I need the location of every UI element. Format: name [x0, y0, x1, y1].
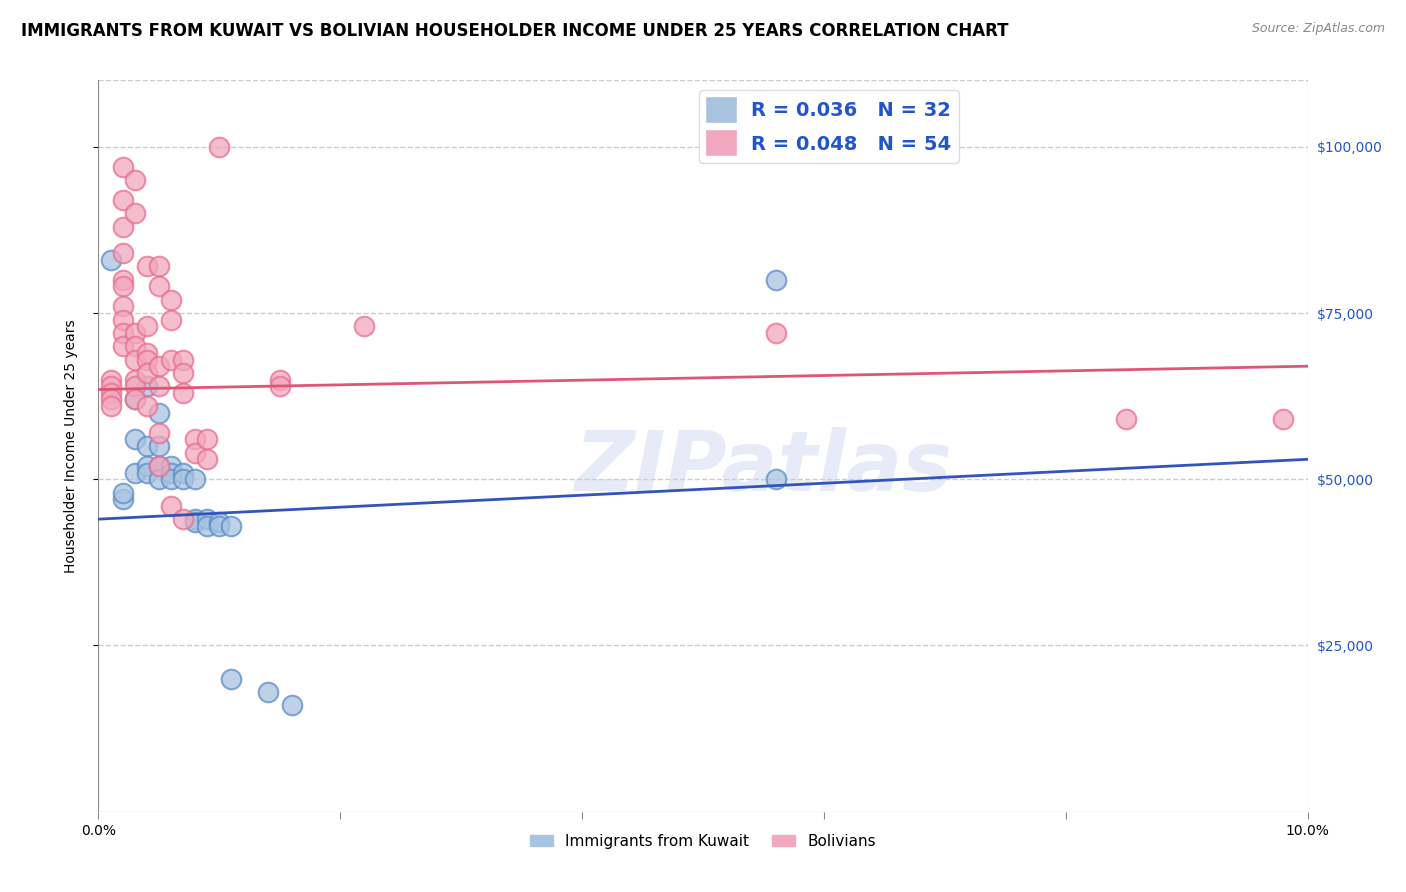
Point — [148, 458, 170, 473]
Point — [160, 293, 183, 307]
Point — [195, 518, 218, 533]
Point — [148, 458, 170, 473]
Point — [208, 516, 231, 530]
Text: ZIPatlas: ZIPatlas — [575, 427, 952, 508]
Point — [124, 339, 146, 353]
Point — [111, 246, 134, 260]
Point — [172, 472, 194, 486]
Point — [111, 279, 134, 293]
Point — [111, 492, 134, 507]
Point — [184, 445, 207, 459]
Point — [765, 326, 787, 340]
Point — [135, 399, 157, 413]
Point — [148, 425, 170, 440]
Text: Source: ZipAtlas.com: Source: ZipAtlas.com — [1251, 22, 1385, 36]
Point — [353, 319, 375, 334]
Point — [135, 439, 157, 453]
Point — [100, 399, 122, 413]
Point — [184, 472, 207, 486]
Point — [208, 518, 231, 533]
Point — [160, 466, 183, 480]
Point — [172, 466, 194, 480]
Point — [208, 140, 231, 154]
Point — [195, 512, 218, 526]
Point — [1272, 412, 1295, 426]
Point — [148, 379, 170, 393]
Point — [111, 299, 134, 313]
Point — [124, 379, 146, 393]
Y-axis label: Householder Income Under 25 years: Householder Income Under 25 years — [63, 319, 77, 573]
Point — [195, 433, 218, 447]
Point — [172, 512, 194, 526]
Point — [269, 379, 291, 393]
Point — [184, 512, 207, 526]
Point — [111, 273, 134, 287]
Point — [111, 160, 134, 174]
Point — [765, 472, 787, 486]
Point — [100, 252, 122, 267]
Point — [100, 372, 122, 386]
Point — [124, 326, 146, 340]
Point — [172, 385, 194, 400]
Point — [148, 472, 170, 486]
Point — [172, 352, 194, 367]
Point — [135, 260, 157, 274]
Point — [172, 366, 194, 380]
Point — [221, 518, 243, 533]
Point — [100, 379, 122, 393]
Text: IMMIGRANTS FROM KUWAIT VS BOLIVIAN HOUSEHOLDER INCOME UNDER 25 YEARS CORRELATION: IMMIGRANTS FROM KUWAIT VS BOLIVIAN HOUSE… — [21, 22, 1008, 40]
Point — [221, 672, 243, 686]
Point — [111, 219, 134, 234]
Point — [195, 452, 218, 467]
Point — [124, 206, 146, 220]
Point — [124, 372, 146, 386]
Point — [124, 392, 146, 407]
Point — [1115, 412, 1137, 426]
Point — [135, 466, 157, 480]
Point — [256, 685, 278, 699]
Point — [160, 472, 183, 486]
Point — [184, 433, 207, 447]
Point — [135, 346, 157, 360]
Legend: Immigrants from Kuwait, Bolivians: Immigrants from Kuwait, Bolivians — [524, 828, 882, 855]
Point — [124, 173, 146, 187]
Point — [184, 516, 207, 530]
Point — [111, 312, 134, 326]
Point — [148, 406, 170, 420]
Point — [160, 499, 183, 513]
Point — [160, 312, 183, 326]
Point — [111, 485, 134, 500]
Point — [135, 352, 157, 367]
Point — [111, 193, 134, 207]
Point — [124, 352, 146, 367]
Point — [111, 326, 134, 340]
Point — [124, 433, 146, 447]
Point — [148, 279, 170, 293]
Point — [135, 379, 157, 393]
Point — [135, 319, 157, 334]
Point — [124, 466, 146, 480]
Point — [160, 352, 183, 367]
Point — [148, 359, 170, 374]
Point — [135, 366, 157, 380]
Point — [281, 698, 304, 713]
Point — [135, 458, 157, 473]
Point — [269, 372, 291, 386]
Point — [124, 392, 146, 407]
Point — [100, 392, 122, 407]
Point — [148, 439, 170, 453]
Point — [765, 273, 787, 287]
Point — [100, 385, 122, 400]
Point — [148, 260, 170, 274]
Point — [160, 458, 183, 473]
Point — [111, 339, 134, 353]
